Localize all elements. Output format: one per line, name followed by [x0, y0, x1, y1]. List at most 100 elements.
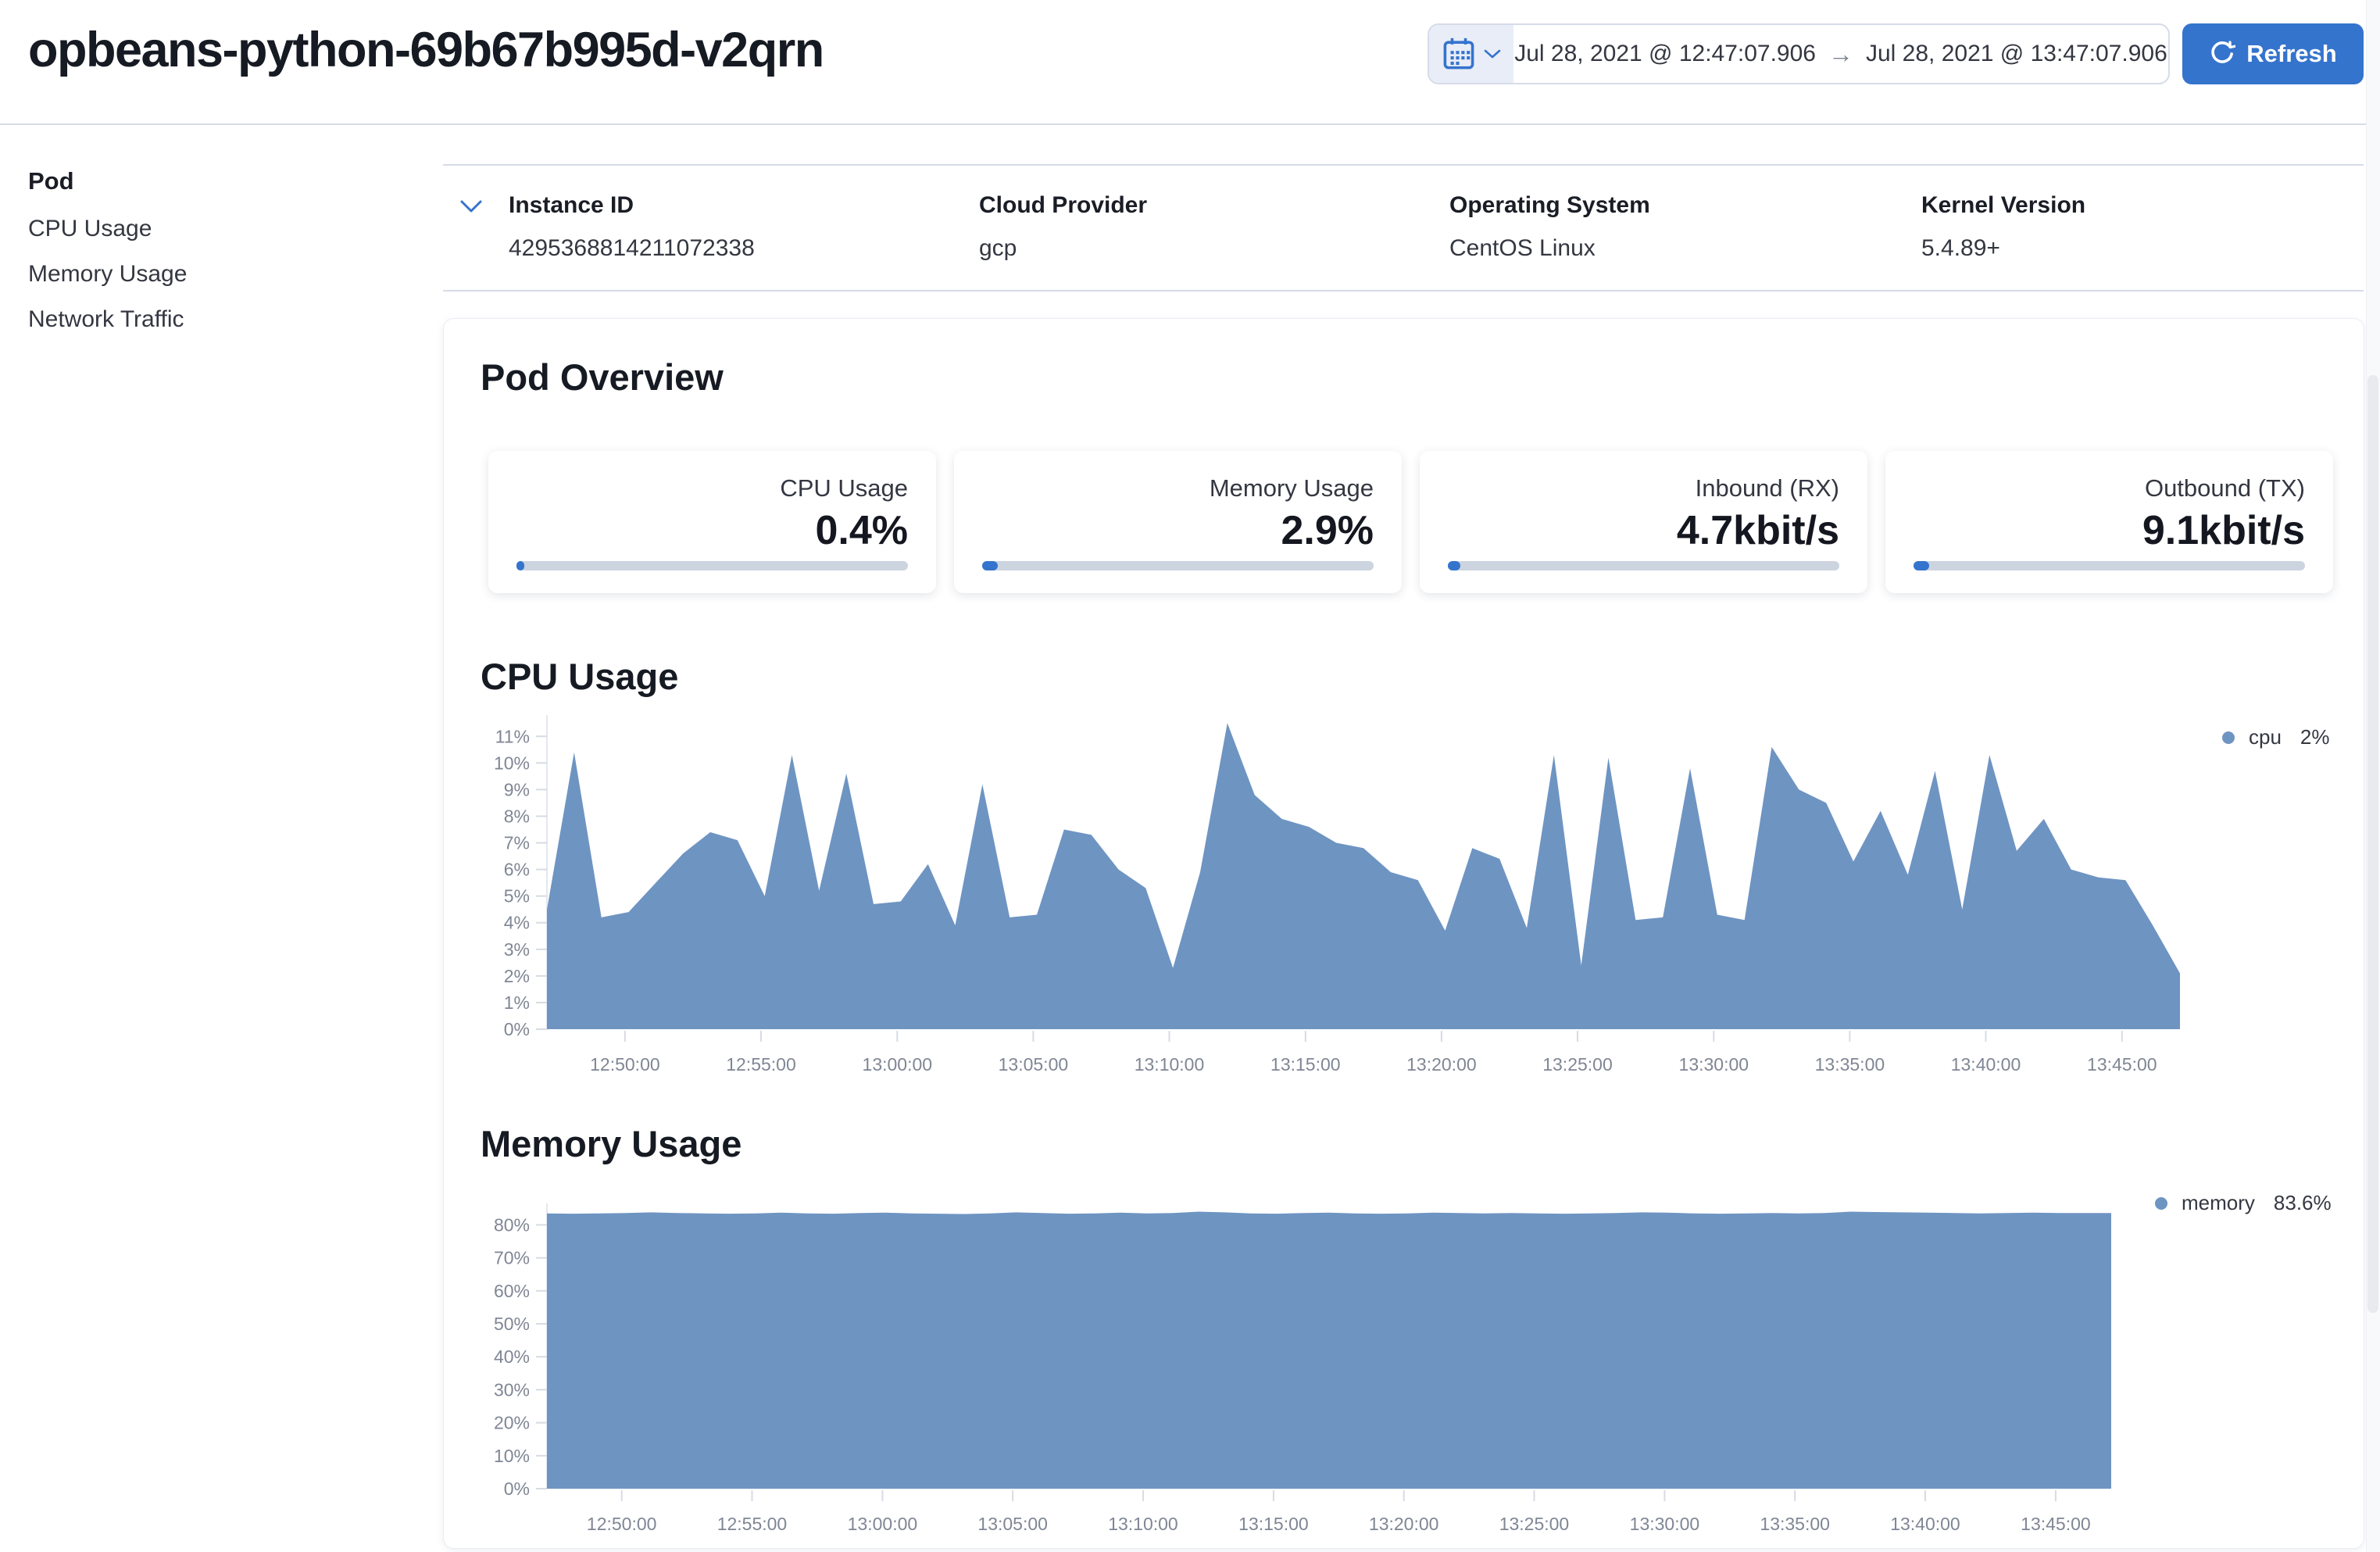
arrow-right-icon: → [1828, 39, 1853, 68]
metric-progress-fill [1914, 561, 1929, 570]
metric-card-value: 4.7kbit/s [1676, 508, 1839, 553]
legend-series-name: memory [2182, 1191, 2255, 1214]
metadata-value: gcp [979, 235, 1017, 261]
metric-card-label: Outbound (TX) [2144, 474, 2305, 502]
memory-usage-chart[interactable]: 0% 10% 20% 30% 40% 50% 60% 70% 80% 12:50:00 12:55:… [438, 1203, 2127, 1547]
metric-progress-fill [516, 561, 525, 570]
sidebar-item-network-traffic[interactable]: Network Traffic [28, 306, 184, 332]
svg-text:13:20:00: 13:20:00 [1406, 1054, 1477, 1075]
svg-text:13:45:00: 13:45:00 [2087, 1054, 2157, 1075]
metadata-top-divider [443, 164, 2364, 166]
metric-card-label: Inbound (RX) [1695, 474, 1839, 502]
svg-text:40%: 40% [494, 1346, 530, 1367]
date-start[interactable]: Jul 28, 2021 @ 12:47:07.906 [1514, 41, 1816, 66]
svg-text:70%: 70% [494, 1248, 530, 1268]
svg-text:7%: 7% [504, 833, 530, 853]
svg-text:2%: 2% [504, 966, 530, 986]
metric-card-cpu-usage: CPU Usage 0.4% [488, 451, 936, 593]
legend-series-value: 2% [2300, 725, 2330, 749]
svg-text:12:50:00: 12:50:00 [590, 1054, 660, 1075]
metadata-field: Instance ID 4295368814211072338 [509, 192, 755, 262]
svg-text:0%: 0% [504, 1019, 530, 1039]
metric-card-value: 9.1kbit/s [2142, 508, 2305, 553]
sidebar-section-pod: Pod [28, 167, 74, 195]
metadata-field: Cloud Provider gcp [979, 192, 1147, 262]
metric-card-memory-usage: Memory Usage 2.9% [954, 451, 1402, 593]
svg-text:13:10:00: 13:10:00 [1108, 1514, 1178, 1534]
svg-text:12:55:00: 12:55:00 [717, 1514, 788, 1534]
cpu-chart-title: CPU Usage [481, 656, 679, 697]
svg-text:13:20:00: 13:20:00 [1369, 1514, 1439, 1534]
metadata-collapse-chevron-icon[interactable] [459, 198, 483, 214]
metric-card-label: Memory Usage [1209, 474, 1374, 502]
svg-text:13:00:00: 13:00:00 [848, 1514, 918, 1534]
svg-text:13:05:00: 13:05:00 [999, 1054, 1069, 1075]
memory-chart-legend: memory 83.6% [2155, 1191, 2332, 1215]
date-range-picker[interactable]: Jul 28, 2021 @ 12:47:07.906 → Jul 28, 20… [1428, 23, 2170, 84]
legend-series-name: cpu [2249, 725, 2282, 749]
legend-series-value: 83.6% [2273, 1191, 2332, 1214]
sidebar-item-cpu-usage[interactable]: CPU Usage [28, 216, 152, 241]
svg-text:13:25:00: 13:25:00 [1542, 1054, 1613, 1075]
pod-overview-title: Pod Overview [481, 356, 724, 398]
metric-card-value: 0.4% [815, 508, 908, 553]
metric-progress-fill [1448, 561, 1460, 570]
metadata-value: CentOS Linux [1449, 235, 1596, 261]
svg-text:13:25:00: 13:25:00 [1499, 1514, 1570, 1534]
svg-text:5%: 5% [504, 886, 530, 907]
svg-text:13:30:00: 13:30:00 [1679, 1054, 1749, 1075]
svg-text:8%: 8% [504, 806, 530, 826]
metadata-value: 5.4.89+ [1921, 235, 2000, 261]
refresh-button[interactable]: Refresh [2182, 23, 2364, 84]
metric-card-inbound-rx: Inbound (RX) 4.7kbit/s [1420, 451, 1867, 593]
cpu-usage-chart[interactable]: 0% 1% 2% 3% 4% 5% 6% 7% 8% 9% 10% 11% 12:50:00 12:55:… [438, 715, 2196, 1088]
metric-progress-track [516, 561, 908, 570]
refresh-label: Refresh [2246, 40, 2337, 67]
svg-text:13:35:00: 13:35:00 [1815, 1054, 1885, 1075]
svg-text:13:15:00: 13:15:00 [1270, 1054, 1341, 1075]
svg-text:13:35:00: 13:35:00 [1760, 1514, 1830, 1534]
quick-select-button[interactable] [1429, 25, 1513, 83]
svg-text:30%: 30% [494, 1379, 530, 1400]
svg-text:80%: 80% [494, 1214, 530, 1235]
metric-progress-track [1448, 561, 1839, 570]
svg-text:10%: 10% [494, 753, 530, 773]
header-divider [0, 123, 2380, 125]
svg-text:13:00:00: 13:00:00 [863, 1054, 933, 1075]
svg-text:13:40:00: 13:40:00 [1890, 1514, 1960, 1534]
date-end[interactable]: Jul 28, 2021 @ 13:47:07.906 [1866, 41, 2167, 66]
svg-text:13:05:00: 13:05:00 [977, 1514, 1048, 1534]
metadata-field: Operating System CentOS Linux [1449, 192, 1650, 262]
svg-text:13:30:00: 13:30:00 [1630, 1514, 1700, 1534]
metric-card-label: CPU Usage [780, 474, 908, 502]
metadata-label: Operating System [1449, 192, 1650, 218]
refresh-icon [2209, 41, 2236, 67]
sidebar-item-memory-usage[interactable]: Memory Usage [28, 261, 188, 287]
metadata-value: 4295368814211072338 [509, 235, 755, 261]
metric-progress-track [982, 561, 1374, 570]
legend-dot-icon [2222, 731, 2235, 744]
metric-card-outbound-tx: Outbound (TX) 9.1kbit/s [1885, 451, 2333, 593]
chevron-down-icon [1483, 48, 1502, 60]
svg-text:12:50:00: 12:50:00 [587, 1514, 657, 1534]
metadata-field: Kernel Version 5.4.89+ [1921, 192, 2085, 262]
legend-dot-icon [2155, 1196, 2167, 1210]
cpu-chart-legend: cpu 2% [2222, 725, 2330, 749]
metadata-label: Cloud Provider [979, 192, 1148, 218]
svg-text:9%: 9% [504, 779, 530, 799]
metric-card-value: 2.9% [1281, 508, 1374, 553]
svg-text:13:15:00: 13:15:00 [1238, 1514, 1309, 1534]
page-title: opbeans-python-69b67b995d-v2qrn [28, 23, 824, 77]
svg-text:1%: 1% [504, 992, 530, 1013]
scrollbar-thumb[interactable] [2367, 375, 2378, 1313]
metadata-label: Kernel Version [1921, 192, 2086, 218]
memory-chart-title: Memory Usage [481, 1123, 742, 1164]
svg-text:6%: 6% [504, 860, 530, 880]
svg-text:4%: 4% [504, 913, 530, 933]
svg-text:0%: 0% [504, 1479, 530, 1499]
svg-text:13:40:00: 13:40:00 [1951, 1054, 2021, 1075]
svg-text:3%: 3% [504, 939, 530, 960]
svg-text:13:45:00: 13:45:00 [2021, 1514, 2091, 1534]
scrollbar-track[interactable] [2366, 0, 2380, 1552]
svg-text:12:55:00: 12:55:00 [726, 1054, 796, 1075]
